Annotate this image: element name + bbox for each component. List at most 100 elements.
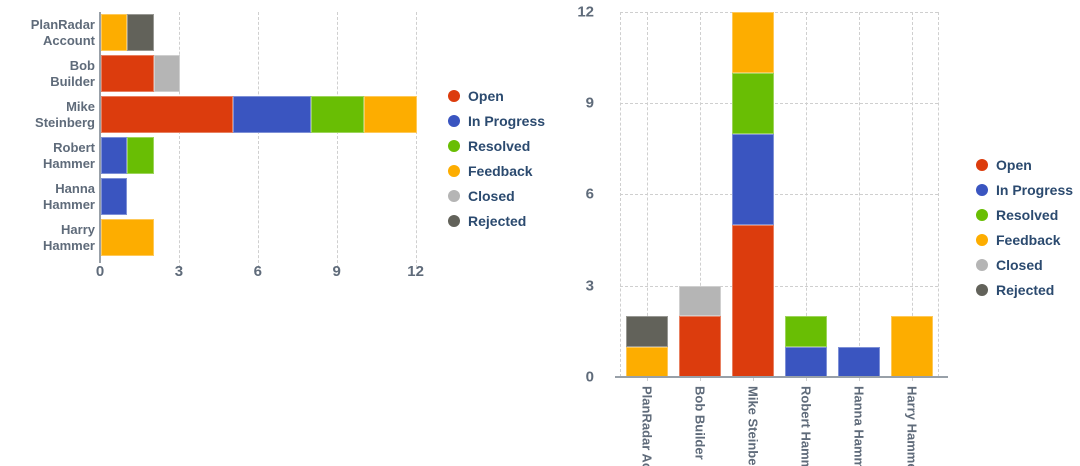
bar-segment-robert-hammer-resolved[interactable] [127, 137, 154, 174]
legend-item-label: Closed [996, 256, 1043, 273]
legend-item-label: In Progress [996, 181, 1074, 198]
legend-item-label: Closed [468, 187, 515, 204]
value-axis-tick-label: 6 [253, 263, 262, 280]
legend-item-label: In Progress [468, 112, 546, 129]
bar-segment-mike-steinberg-resolved[interactable] [311, 96, 364, 133]
gridline [620, 11, 938, 13]
bar-segment-robert-hammer-resolved[interactable] [784, 316, 827, 347]
legend-item-closed[interactable]: Closed [976, 252, 1073, 277]
value-axis-tick-label: 3 [585, 277, 594, 295]
gridline [699, 12, 701, 381]
gridline [178, 12, 180, 268]
value-axis-tick-label: 0 [95, 263, 105, 280]
category-label-planradar-account: PlanRadar Account [30, 16, 95, 48]
bar-segment-mike-steinberg-open[interactable] [731, 224, 774, 377]
legend-item-open[interactable]: Open [448, 83, 545, 108]
bar-segment-mike-steinberg-open[interactable] [101, 96, 233, 133]
bar-segment-planradar-account-rejected[interactable] [625, 316, 668, 347]
open-legend-dot-icon [448, 89, 460, 102]
legend-item-rejected[interactable]: Rejected [976, 277, 1073, 302]
legend-item-open[interactable]: Open [976, 152, 1073, 177]
value-axis-tick-label: 12 [407, 263, 424, 280]
open-legend-dot-icon [976, 158, 988, 171]
category-label-bob-builder: Bob Builder [50, 57, 95, 89]
bar-segment-mike-steinberg-feedback[interactable] [731, 11, 774, 73]
bar-segment-mike-steinberg-in-progress[interactable] [731, 133, 774, 225]
rejected-legend-dot-icon [976, 283, 988, 296]
category-label-harry-hammer: Harry Hammer [42, 221, 95, 253]
legend-item-closed[interactable]: Closed [448, 183, 545, 208]
in-progress-legend-dot-icon [976, 183, 988, 196]
category-axis-line [615, 376, 948, 378]
value-axis-tick-label: 12 [577, 3, 594, 21]
legend-item-label: Open [996, 156, 1032, 173]
bar-segment-harry-hammer-feedback[interactable] [101, 219, 154, 256]
bar-segment-hanna-hammer-in-progress[interactable] [837, 346, 880, 377]
legend-item-feedback[interactable]: Feedback [976, 227, 1073, 252]
legend-vertical-chart: Open In Progress Resolved Feedback Closed Rej… [976, 152, 1073, 302]
bar-segment-bob-builder-closed[interactable] [678, 285, 721, 317]
legend-item-label: Resolved [468, 137, 531, 154]
legend-item-in-progress[interactable]: In Progress [976, 177, 1073, 202]
bar-segment-mike-steinberg-in-progress[interactable] [232, 96, 312, 133]
category-label-robert-hammer: Robert Hammer [798, 386, 814, 466]
feedback-legend-dot-icon [448, 164, 460, 177]
bar-segment-planradar-account-feedback[interactable] [101, 14, 128, 51]
gridline [858, 12, 860, 381]
gridline [646, 12, 648, 381]
category-label-harry-hammer: Harry Hammer [904, 386, 920, 466]
resolved-legend-dot-icon [448, 139, 460, 152]
bar-segment-planradar-account-feedback[interactable] [625, 346, 668, 377]
rejected-legend-dot-icon [448, 214, 460, 227]
legend-item-label: Open [468, 87, 504, 104]
bar-segment-bob-builder-open[interactable] [678, 316, 721, 377]
category-label-hanna-hammer: Hanna Hammer [851, 386, 867, 466]
gridline [336, 12, 338, 268]
gridline [257, 12, 259, 268]
legend-item-label: Rejected [996, 281, 1055, 298]
closed-legend-dot-icon [448, 189, 460, 202]
category-label-robert-hammer: Robert Hammer [42, 139, 95, 171]
in-progress-legend-dot-icon [448, 114, 460, 127]
value-axis-tick-label: 0 [585, 368, 594, 386]
value-axis-tick-label: 9 [332, 263, 341, 280]
legend-item-resolved[interactable]: Resolved [976, 202, 1073, 227]
gridline [620, 103, 938, 105]
gridline [938, 12, 939, 377]
bar-segment-harry-hammer-feedback[interactable] [890, 316, 933, 377]
legend-item-label: Feedback [468, 162, 533, 179]
category-label-planradar-account: PlanRadar Account [639, 386, 655, 466]
legend-item-rejected[interactable]: Rejected [448, 208, 545, 233]
legend-item-feedback[interactable]: Feedback [448, 158, 545, 183]
closed-legend-dot-icon [976, 258, 988, 271]
legend-horizontal-chart: Open In Progress Resolved Feedback Closed Rej… [448, 83, 545, 233]
bar-segment-planradar-account-rejected[interactable] [127, 14, 154, 51]
value-axis-line [99, 12, 101, 263]
legend-item-label: Rejected [468, 212, 527, 229]
category-label-mike-steinberg: Mike Steinberg [35, 98, 95, 130]
bar-segment-bob-builder-open[interactable] [101, 55, 154, 92]
legend-item-label: Feedback [996, 231, 1061, 248]
resolved-legend-dot-icon [976, 208, 988, 221]
bar-segment-bob-builder-closed[interactable] [153, 55, 180, 92]
legend-item-in-progress[interactable]: In Progress [448, 108, 545, 133]
bar-segment-mike-steinberg-resolved[interactable] [731, 72, 774, 134]
stacked-bar-chart-horizontal: PlanRadar Account Bob Builder Mike Steinbe… [0, 0, 445, 295]
value-axis-tick-label: 3 [174, 263, 184, 280]
legend-item-resolved[interactable]: Resolved [448, 133, 545, 158]
gridline [415, 12, 417, 268]
legend-item-label: Resolved [996, 206, 1059, 223]
bar-segment-robert-hammer-in-progress[interactable] [784, 346, 827, 377]
value-axis-tick-label: 9 [585, 94, 594, 112]
bar-segment-mike-steinberg-feedback[interactable] [364, 96, 417, 133]
bar-segment-robert-hammer-in-progress[interactable] [101, 137, 128, 174]
bar-segment-hanna-hammer-in-progress[interactable] [101, 178, 128, 215]
gridline [805, 12, 807, 381]
value-axis-tick-label: 6 [585, 185, 594, 203]
feedback-legend-dot-icon [976, 233, 988, 246]
category-label-bob-builder: Bob Builder [692, 386, 708, 460]
category-label-mike-steinberg: Mike Steinberg [745, 386, 761, 466]
gridline [620, 285, 938, 287]
gridline [620, 194, 938, 196]
